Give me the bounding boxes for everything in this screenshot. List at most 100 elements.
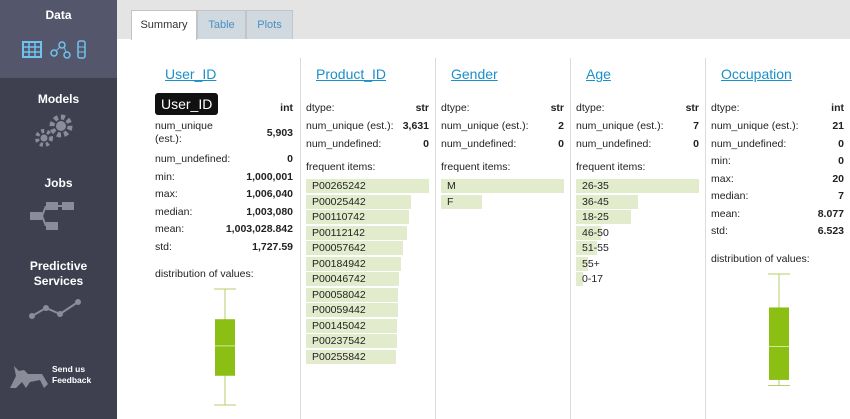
stat-row: num_undefined: 0 <box>306 138 429 151</box>
frequent-item-bar: P00058042 <box>306 287 399 302</box>
stat-row: mean: 1,003,028.842 <box>155 223 293 236</box>
frequent-items-label: frequent items: <box>441 161 511 173</box>
dtype-row: dtype: str <box>576 102 699 115</box>
frequent-item-label: P00025442 <box>312 195 366 208</box>
frequent-item-label: F <box>447 195 454 208</box>
dtype-label: dtype: <box>306 102 335 114</box>
frequent-item-label: P00145042 <box>312 319 366 332</box>
column-name[interactable]: Occupation <box>721 66 792 82</box>
stat-value: 1,006,040 <box>246 188 293 200</box>
frequent-item-bar: P00145042 <box>306 318 398 333</box>
stat-row: num_undefined: 0 <box>155 153 293 166</box>
stat-row: num_unique (est.): 7 <box>576 120 699 133</box>
box-plot <box>767 273 790 386</box>
stat-label: num_undefined: <box>441 137 517 150</box>
frequent-item-bar: 0-17 <box>576 272 603 286</box>
frequent-item-label: 26-35 <box>582 180 609 192</box>
distribution-label: distribution of values: <box>155 268 254 280</box>
stat-row: num_unique (est.): 2 <box>441 120 564 133</box>
stat-label: max: <box>711 172 734 185</box>
distribution-label: distribution of values: <box>711 252 810 265</box>
stat-row: std: 1,727.59 <box>155 241 293 254</box>
column-name[interactable]: Age <box>586 66 611 82</box>
column-name[interactable]: Gender <box>451 66 498 82</box>
stat-label: min: <box>155 170 175 183</box>
frequent-item-label: P00059442 <box>312 304 366 316</box>
stat-label: median: <box>155 205 193 218</box>
column-name[interactable]: Product_ID <box>316 66 387 82</box>
stat-value: 3,631 <box>402 120 429 132</box>
frequent-item-bar: 18-25 <box>576 210 632 224</box>
feedback-icon[interactable] <box>8 362 50 390</box>
frequent-item-bar: 36-45 <box>576 194 638 209</box>
column: Occupation dtype: int num_unique (est.): 21 n… <box>705 58 850 419</box>
frequent-item-label: P00058042 <box>312 288 366 301</box>
data-icons[interactable] <box>22 40 92 60</box>
frequent-item-bar: P00184942 <box>306 256 401 271</box>
nav-predictive-services[interactable]: Predictive Services <box>29 259 88 288</box>
stat-row: min: 0 <box>711 155 844 168</box>
stat-label: num_unique (est.): <box>711 120 799 132</box>
box-plot <box>214 288 236 406</box>
frequent-item-label: 0-17 <box>582 273 604 285</box>
dtype-label: dtype: <box>576 102 605 114</box>
stat-row: num_undefined: 0 <box>576 138 699 151</box>
box <box>215 319 235 376</box>
frequent-item-bar: 46-50 <box>576 225 609 240</box>
frequent-item-label: 51-55 <box>582 242 609 254</box>
stat-label: num_unique (est.): <box>306 120 394 132</box>
stat-label: num_unique (est.): <box>441 120 529 132</box>
tab-summary[interactable]: Summary <box>131 10 197 40</box>
nav-data[interactable]: Data <box>45 8 72 22</box>
column-name[interactable]: User_ID <box>165 66 217 82</box>
dtype-value: str <box>685 102 699 114</box>
column: Gender dtype: str num_unique (est.): 2 num_un… <box>435 58 571 419</box>
stat-label: num_unique (est.): <box>155 120 213 145</box>
stat-label: median: <box>711 190 749 202</box>
stat-value: 1,000,001 <box>246 170 293 183</box>
frequent-item-label: M <box>447 180 456 192</box>
stat-value: 0 <box>558 137 564 150</box>
column-badge: User_ID <box>155 93 219 115</box>
nav-jobs[interactable]: Jobs <box>44 176 73 190</box>
tab-table[interactable]: Table <box>197 10 246 39</box>
frequent-item-bar: P00046742 <box>306 272 400 286</box>
stat-value: 5,903 <box>266 127 293 139</box>
stat-value: 0 <box>287 153 293 165</box>
services-icon <box>29 299 81 319</box>
box <box>768 306 789 380</box>
stat-label: num_undefined: <box>576 137 652 150</box>
frequent-item-label: 46-50 <box>582 226 609 239</box>
frequent-item-label: P00110742 <box>312 211 365 223</box>
frequent-item-bar: F <box>441 194 482 209</box>
stat-value: 2 <box>558 120 564 132</box>
frequent-item-bar: M <box>441 179 564 193</box>
dtype-value: str <box>415 102 429 114</box>
stat-row: num_undefined: 0 <box>441 138 564 151</box>
dtype-label: dtype: <box>441 102 470 114</box>
dtype-value: int <box>280 102 293 114</box>
stat-row: min: 1,000,001 <box>155 171 293 184</box>
stat-row: num_unique (est.): 3,631 <box>306 120 429 133</box>
stat-label: mean: <box>711 207 741 220</box>
tab-plots[interactable]: Plots <box>246 10 293 39</box>
frequent-item-label: P00112142 <box>312 226 365 239</box>
feedback-link[interactable]: Send us Feedback <box>52 364 92 385</box>
stat-row: num_unique (est.): 21 <box>711 120 844 133</box>
column: User_ID User_ID int num_unique (est.): 5,903… <box>150 58 300 419</box>
frequent-item-label: 18-25 <box>582 211 609 223</box>
column: Age dtype: str num_unique (est.): 7 num_undef… <box>570 58 706 419</box>
stat-value: 21 <box>832 120 844 132</box>
column: Product_ID dtype: str num_unique (est.): 3,6… <box>300 58 436 419</box>
dtype-label: dtype: <box>711 102 740 114</box>
frequent-item-bar: 26-35 <box>576 179 699 193</box>
nav-models[interactable]: Models <box>37 92 80 106</box>
dtype-value: int <box>831 102 844 114</box>
frequent-item-bar: 55+ <box>576 256 600 271</box>
frequent-item-bar: P00255842 <box>306 349 396 364</box>
stat-value: 7 <box>693 120 699 132</box>
frequent-item-label: P00046742 <box>312 273 366 285</box>
frequent-item-bar: P00057642 <box>306 241 404 255</box>
dtype-row: dtype: str <box>306 102 429 115</box>
frequent-items-label: frequent items: <box>576 161 646 173</box>
